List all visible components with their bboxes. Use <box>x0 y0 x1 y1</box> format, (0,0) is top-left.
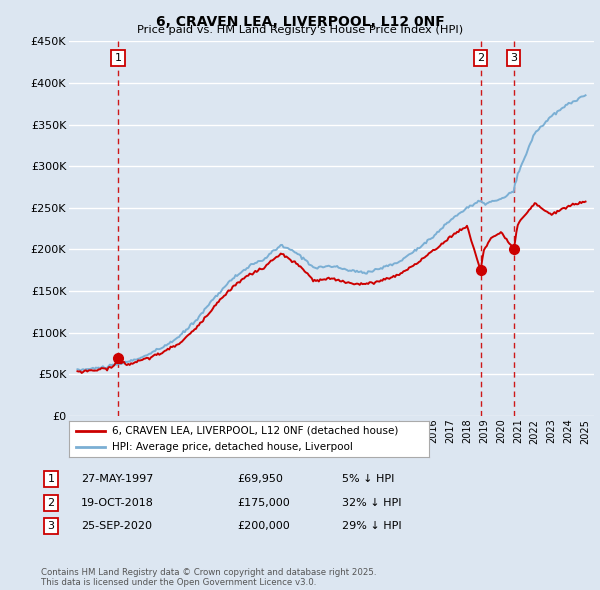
Text: 1: 1 <box>115 53 122 63</box>
Text: £175,000: £175,000 <box>237 498 290 507</box>
Text: £69,950: £69,950 <box>237 474 283 484</box>
Text: 19-OCT-2018: 19-OCT-2018 <box>81 498 154 507</box>
Text: HPI: Average price, detached house, Liverpool: HPI: Average price, detached house, Live… <box>112 442 353 452</box>
Text: 6, CRAVEN LEA, LIVERPOOL, L12 0NF (detached house): 6, CRAVEN LEA, LIVERPOOL, L12 0NF (detac… <box>112 426 398 436</box>
Text: 25-SEP-2020: 25-SEP-2020 <box>81 522 152 531</box>
Text: 3: 3 <box>510 53 517 63</box>
Text: 27-MAY-1997: 27-MAY-1997 <box>81 474 154 484</box>
Text: 32% ↓ HPI: 32% ↓ HPI <box>342 498 401 507</box>
Text: 6, CRAVEN LEA, LIVERPOOL, L12 0NF: 6, CRAVEN LEA, LIVERPOOL, L12 0NF <box>155 15 445 29</box>
Text: 5% ↓ HPI: 5% ↓ HPI <box>342 474 394 484</box>
Text: Contains HM Land Registry data © Crown copyright and database right 2025.
This d: Contains HM Land Registry data © Crown c… <box>41 568 376 587</box>
Text: Price paid vs. HM Land Registry's House Price Index (HPI): Price paid vs. HM Land Registry's House … <box>137 25 463 35</box>
Text: £200,000: £200,000 <box>237 522 290 531</box>
Text: 29% ↓ HPI: 29% ↓ HPI <box>342 522 401 531</box>
Text: 2: 2 <box>47 498 55 507</box>
Text: 1: 1 <box>47 474 55 484</box>
Text: 2: 2 <box>477 53 484 63</box>
Text: 3: 3 <box>47 522 55 531</box>
